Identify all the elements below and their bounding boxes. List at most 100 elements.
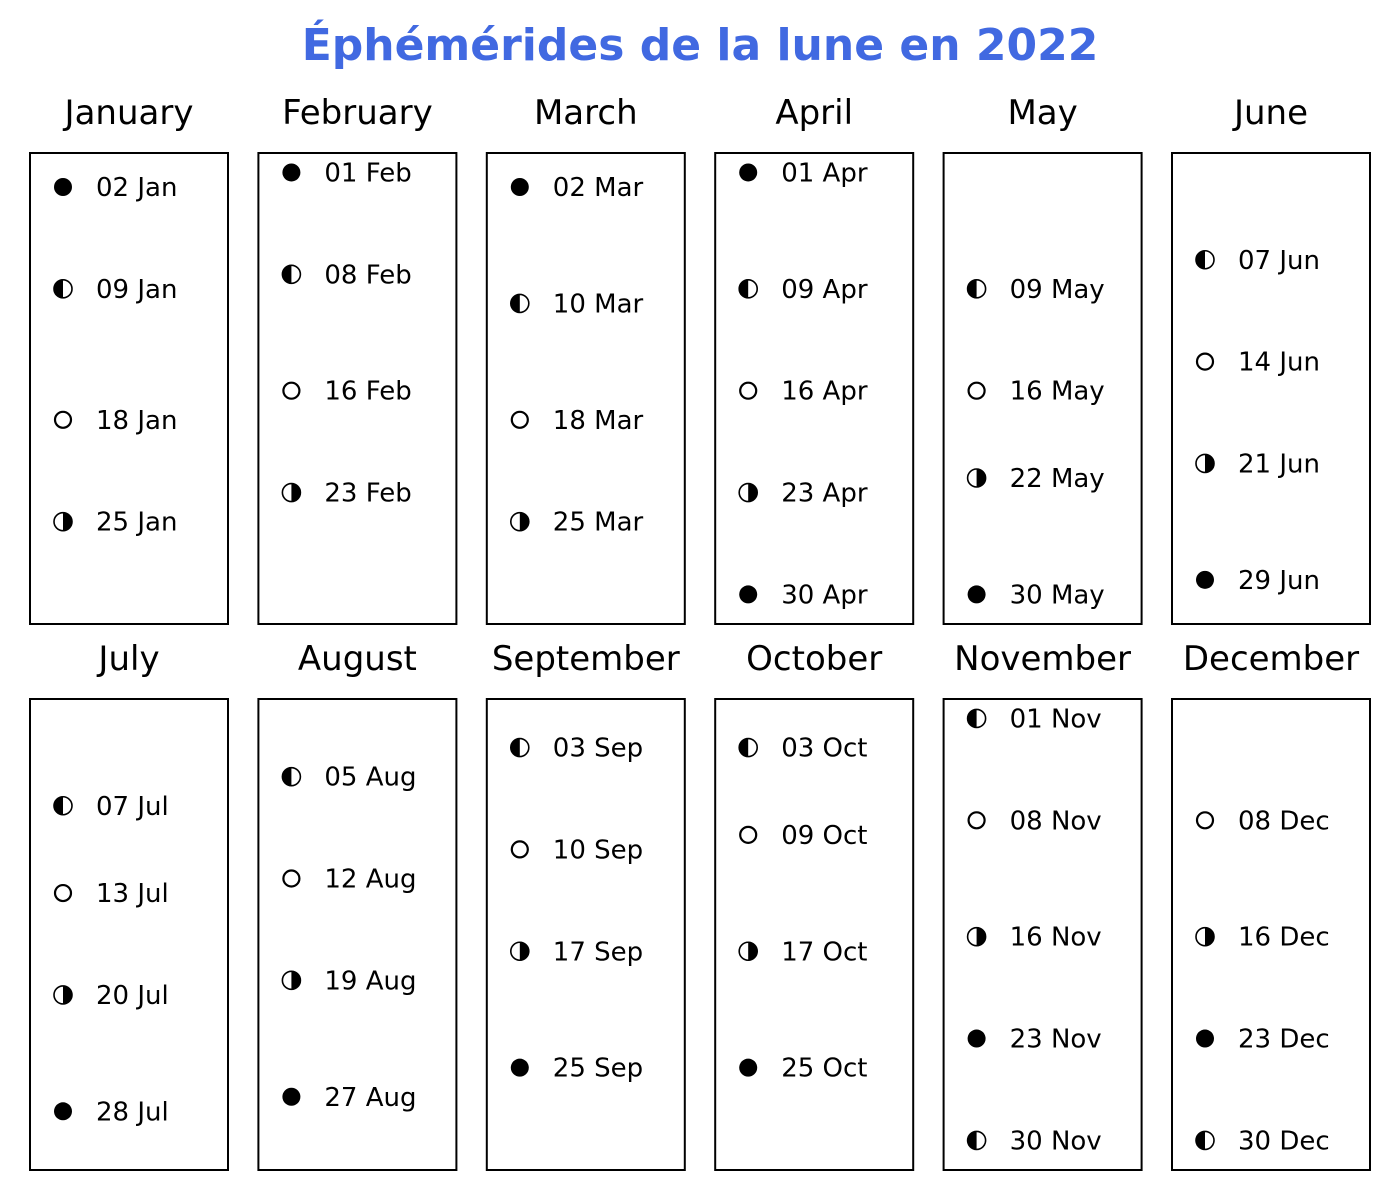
moon-phase-event: 09 Oct (739, 821, 868, 851)
new-moon-disc (510, 178, 529, 196)
event-date-label: 18 Jan (96, 406, 177, 436)
new-moon-disc (1196, 570, 1214, 589)
moon-dark-half (519, 512, 529, 531)
full-moon-icon (739, 381, 758, 400)
event-date-label: 05 Aug (324, 763, 416, 793)
event-date-label: 30 Nov (1010, 1126, 1102, 1156)
last-quarter-moon-icon (281, 970, 302, 991)
moon-phase-event: 16 Dec (1195, 923, 1330, 953)
month-panel-january: January 02 Jan 09 Jan 18 Jan 25 Jan (29, 93, 229, 625)
event-date-label: 14 Jun (1238, 348, 1320, 378)
full-moon-icon (967, 381, 986, 400)
moon-phase-event: 01 Nov (966, 704, 1102, 734)
last-quarter-moon-icon (53, 985, 73, 1005)
first-quarter-moon-icon (738, 279, 759, 299)
first-quarter-moon-icon (509, 737, 530, 758)
month-panel-december: December 08 Dec 16 Dec 23 Dec 30 Dec (1171, 639, 1371, 1171)
event-date-label: 25 Mar (553, 508, 644, 538)
event-date-label: 21 Jun (1238, 449, 1320, 479)
full-moon-ring (53, 410, 73, 429)
moon-phase-event: 01 Feb (282, 158, 412, 188)
month-title: August (298, 639, 417, 679)
moon-phase-event: 02 Jan (54, 173, 177, 203)
moon-phase-event: 30 Nov (966, 1126, 1102, 1156)
new-moon-disc (739, 163, 758, 182)
event-date-label: 02 Mar (553, 173, 644, 203)
full-moon-ring (53, 883, 73, 903)
new-moon-icon (282, 1087, 301, 1106)
first-quarter-moon-icon (509, 293, 530, 314)
month-frame (714, 698, 915, 1171)
moon-phase-event: 23 Nov (967, 1025, 1102, 1055)
month-frame (257, 698, 458, 1171)
event-date-label: 23 Nov (1010, 1025, 1102, 1055)
month-panel-june: June 07 Jun 14 Jun 21 Jun 29 Jun (1171, 93, 1371, 625)
first-quarter-moon-icon (1195, 1130, 1215, 1151)
event-date-label: 16 Nov (1010, 923, 1102, 953)
event-date-label: 16 Dec (1238, 923, 1330, 953)
month-title: January (63, 93, 194, 133)
event-date-label: 28 Jul (96, 1097, 169, 1127)
month-title: October (746, 639, 882, 679)
moon-phase-event: 03 Oct (738, 734, 868, 764)
moon-phase-event: 27 Aug (282, 1083, 417, 1113)
month-frame (257, 152, 458, 625)
moon-phase-event: 19 Aug (281, 966, 417, 996)
moon-dark-half (967, 279, 977, 298)
event-date-label: 09 Apr (781, 275, 868, 305)
moon-dark-half (291, 971, 301, 990)
event-date-label: 01 Apr (781, 158, 868, 188)
full-moon-ring (510, 840, 529, 859)
moon-dark-half (510, 738, 520, 757)
event-date-label: 07 Jul (96, 792, 169, 822)
month-panel-may: May 09 May 16 May 22 May 30 May (942, 93, 1143, 625)
event-date-label: 09 Oct (781, 821, 867, 851)
month-title: May (1007, 93, 1077, 133)
month-frame (485, 698, 686, 1171)
event-date-label: 23 Dec (1238, 1025, 1330, 1055)
moon-phase-event: 07 Jun (1195, 246, 1320, 276)
new-moon-disc (1196, 1029, 1214, 1048)
moon-phase-event: 30 Apr (739, 580, 868, 610)
month-panel-july: July 07 Jul 13 Jul 20 Jul 28 Jul (29, 639, 229, 1171)
month-title: September (492, 639, 680, 679)
event-date-label: 13 Jul (96, 879, 169, 909)
moon-phase-event: 14 Jun (1195, 348, 1320, 378)
new-moon-icon (739, 1058, 758, 1077)
first-quarter-moon-icon (966, 708, 987, 729)
month-panel-february: February 01 Feb 08 Feb 16 Feb 23 Feb (257, 93, 458, 625)
event-date-label: 09 May (1010, 275, 1105, 305)
event-date-label: 23 Apr (781, 479, 868, 509)
full-moon-icon (739, 825, 758, 844)
new-moon-icon (54, 1102, 72, 1121)
full-moon-icon (53, 410, 73, 429)
new-moon-icon (967, 1029, 986, 1048)
moon-dark-half (291, 483, 301, 502)
moon-phase-event: 18 Jan (53, 406, 177, 436)
moon-phase-event: 16 Apr (739, 377, 868, 407)
moon-phase-event: 25 Sep (510, 1054, 643, 1084)
new-moon-icon (739, 585, 758, 604)
month-frame (714, 152, 915, 625)
last-quarter-moon-icon (1195, 926, 1215, 947)
month-panel-august: August 05 Aug 12 Aug 19 Aug 27 Aug (257, 639, 458, 1171)
month-title: March (534, 93, 638, 133)
last-quarter-moon-icon (53, 511, 73, 532)
month-frame (1171, 152, 1371, 625)
event-date-label: 23 Feb (324, 479, 411, 509)
moon-dark-half (967, 1131, 977, 1150)
moon-phase-event: 13 Jul (53, 879, 169, 909)
full-moon-icon (1195, 352, 1215, 371)
new-moon-icon (54, 178, 72, 196)
moon-dark-half (63, 985, 72, 1004)
moon-dark-half (748, 483, 758, 502)
event-date-label: 03 Sep (553, 734, 643, 764)
month-frame (942, 152, 1143, 625)
moon-phase-event: 12 Aug (282, 865, 417, 895)
full-moon-ring (1195, 811, 1215, 830)
event-date-label: 08 Nov (1010, 806, 1102, 836)
event-date-label: 07 Jun (1238, 246, 1320, 276)
moon-dark-half (967, 709, 977, 728)
full-moon-ring (739, 381, 758, 400)
moon-phase-event: 22 May (966, 464, 1105, 494)
